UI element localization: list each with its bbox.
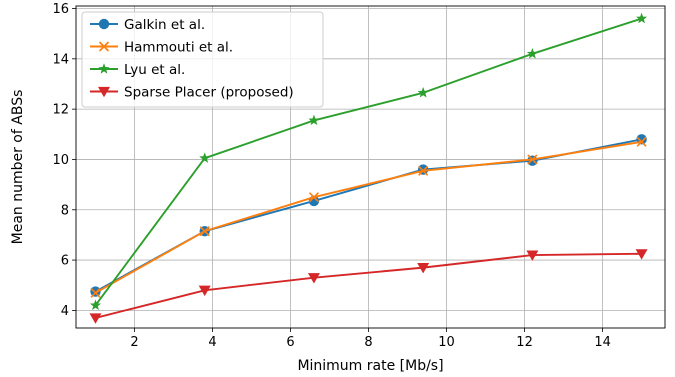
data-point (636, 136, 647, 147)
data-point (417, 86, 429, 98)
x-tick-label: 14 (594, 335, 611, 350)
data-point (418, 165, 429, 176)
legend-item: Sparse Placer (proposed) (90, 85, 294, 101)
y-tick-label: 6 (61, 254, 69, 269)
legend-item: Lyu et al. (90, 62, 185, 78)
data-point (199, 152, 211, 163)
data-point (89, 313, 102, 324)
y-tick-label: 12 (52, 103, 69, 118)
y-tick-label: 8 (61, 203, 69, 218)
legend-label: Hammouti et al. (124, 40, 233, 56)
series-2 (89, 12, 648, 311)
legend-label: Sparse Placer (proposed) (124, 85, 294, 101)
data-point (199, 226, 210, 237)
legend-label: Lyu et al. (124, 62, 185, 78)
data-point (90, 287, 101, 298)
y-tick-label: 4 (61, 304, 69, 319)
data-point (527, 154, 538, 165)
data-point (90, 286, 101, 297)
legend-marker (98, 41, 110, 52)
grid-lines (76, 6, 665, 328)
legend-label: Galkin et al. (124, 17, 205, 33)
series-line (95, 140, 642, 294)
legend-item: Hammouti et al. (90, 40, 233, 56)
axis-ticks: 2 4 6 8 10 12 14 4 6 8 10 12 14 16 (52, 2, 610, 350)
plot-frame (75, 5, 666, 329)
series-line (94, 17, 642, 306)
data-point (526, 250, 539, 261)
data-point (417, 263, 430, 274)
x-axis-label: Minimum rate [Mb/s] (297, 358, 443, 374)
x-tick-label: 2 (130, 335, 138, 350)
legend-marker (98, 63, 110, 74)
x-tick-label: 6 (286, 335, 294, 350)
data-point (308, 114, 320, 126)
y-tick-label: 14 (52, 52, 69, 67)
data-point (636, 12, 648, 24)
data-point (198, 285, 211, 297)
legend-marker (98, 18, 110, 30)
series-1 (90, 136, 647, 298)
legend-marker (98, 86, 110, 98)
data-point (307, 273, 320, 284)
series-layer (89, 12, 648, 324)
x-tick-label: 10 (438, 335, 455, 350)
legend-item: Galkin et al. (90, 17, 205, 33)
y-tick-label: 10 (52, 153, 69, 168)
legend: Galkin et al. Hammouti et al. Lyu et al. Sp… (81, 11, 324, 108)
data-point (526, 48, 538, 59)
series-line (95, 252, 642, 319)
y-tick-label: 16 (52, 2, 69, 17)
x-tick-label: 8 (364, 335, 372, 350)
y-axis-label: Mean number of ABSs (10, 90, 26, 245)
series-3 (89, 249, 648, 324)
data-point (89, 299, 102, 311)
legend-box (81, 11, 324, 108)
x-tick-label: 4 (208, 335, 216, 350)
x-tick-label: 12 (516, 335, 533, 350)
data-point (308, 192, 320, 203)
data-point (635, 249, 648, 260)
